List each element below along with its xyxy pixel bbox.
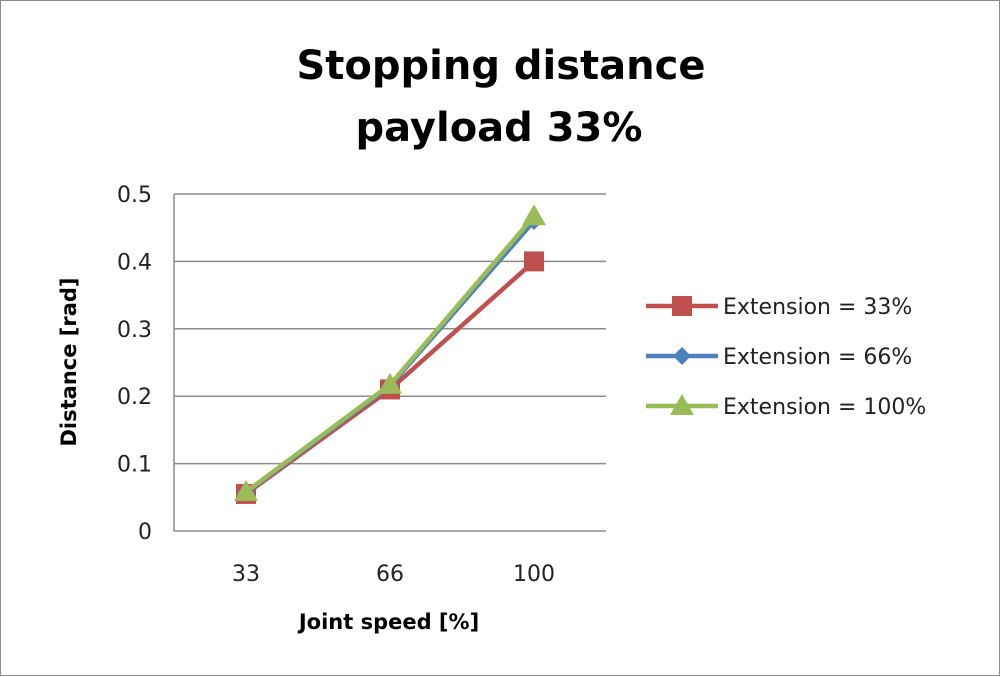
legend-label: Extension = 100% — [723, 395, 926, 420]
series-3 — [234, 204, 546, 501]
y-tick-label: 0.3 — [117, 318, 152, 343]
legend-item: Extension = 100% — [646, 394, 926, 420]
y-axis-label: Distance [rad] — [57, 277, 81, 446]
x-tick-label: 66 — [376, 562, 404, 587]
legend-label: Extension = 66% — [723, 345, 912, 370]
legend-label: Extension = 33% — [723, 295, 912, 320]
chart-title: Stopping distance — [296, 43, 705, 89]
chart-subtitle: payload 33% — [356, 105, 643, 151]
y-tick-label: 0.5 — [117, 183, 152, 208]
x-axis-label: Joint speed [%] — [297, 610, 479, 634]
data-point — [524, 251, 544, 272]
legend-item: Extension = 33% — [646, 295, 912, 320]
y-tick-label: 0.1 — [117, 453, 152, 478]
legend-marker — [670, 394, 694, 415]
data-point — [522, 204, 546, 226]
y-tick-label: 0.2 — [117, 385, 152, 410]
legend-marker — [672, 296, 692, 316]
data-point — [234, 479, 258, 501]
y-tick-label: 0 — [138, 520, 152, 545]
series-line — [244, 214, 536, 494]
data-point — [378, 372, 402, 394]
x-tick-label: 33 — [232, 562, 260, 587]
y-tick-label: 0.4 — [117, 250, 152, 275]
legend-marker — [673, 347, 691, 365]
legend-item: Extension = 66% — [646, 345, 912, 370]
series-2 — [237, 211, 543, 502]
x-tick-label: 100 — [513, 562, 555, 587]
